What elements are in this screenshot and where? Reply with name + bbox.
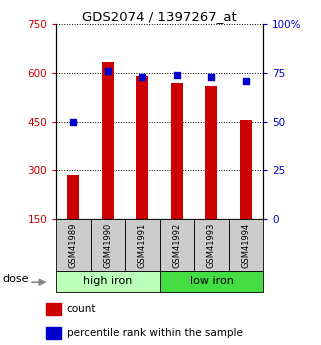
Bar	[67, 175, 80, 219]
Text: percentile rank within the sample: percentile rank within the sample	[67, 328, 243, 338]
Text: high iron: high iron	[83, 276, 133, 286]
Text: GSM41993: GSM41993	[207, 222, 216, 268]
Bar	[46, 303, 61, 315]
Point	[140, 74, 145, 80]
Bar	[194, 219, 229, 271]
Text: GSM41994: GSM41994	[241, 222, 250, 268]
Bar	[56, 271, 160, 292]
Bar	[91, 219, 125, 271]
Bar	[102, 61, 114, 219]
Bar	[240, 120, 252, 219]
Bar	[160, 271, 263, 292]
Text: count: count	[67, 304, 96, 314]
Point	[243, 78, 248, 83]
Bar	[229, 219, 263, 271]
Point	[105, 68, 110, 74]
Bar	[46, 327, 61, 339]
Bar	[125, 219, 160, 271]
Text: low iron: low iron	[189, 276, 233, 286]
Bar	[136, 76, 149, 219]
Point	[71, 119, 76, 125]
Bar	[205, 86, 218, 219]
Text: GSM41991: GSM41991	[138, 222, 147, 268]
Bar	[171, 82, 183, 219]
Bar	[160, 219, 194, 271]
Text: GSM41989: GSM41989	[69, 222, 78, 268]
Text: GSM41990: GSM41990	[103, 222, 112, 268]
Text: dose: dose	[3, 274, 29, 284]
Point	[209, 74, 214, 80]
Point	[174, 72, 179, 78]
Title: GDS2074 / 1397267_at: GDS2074 / 1397267_at	[82, 10, 237, 23]
Text: GSM41992: GSM41992	[172, 222, 181, 268]
Bar	[56, 219, 91, 271]
